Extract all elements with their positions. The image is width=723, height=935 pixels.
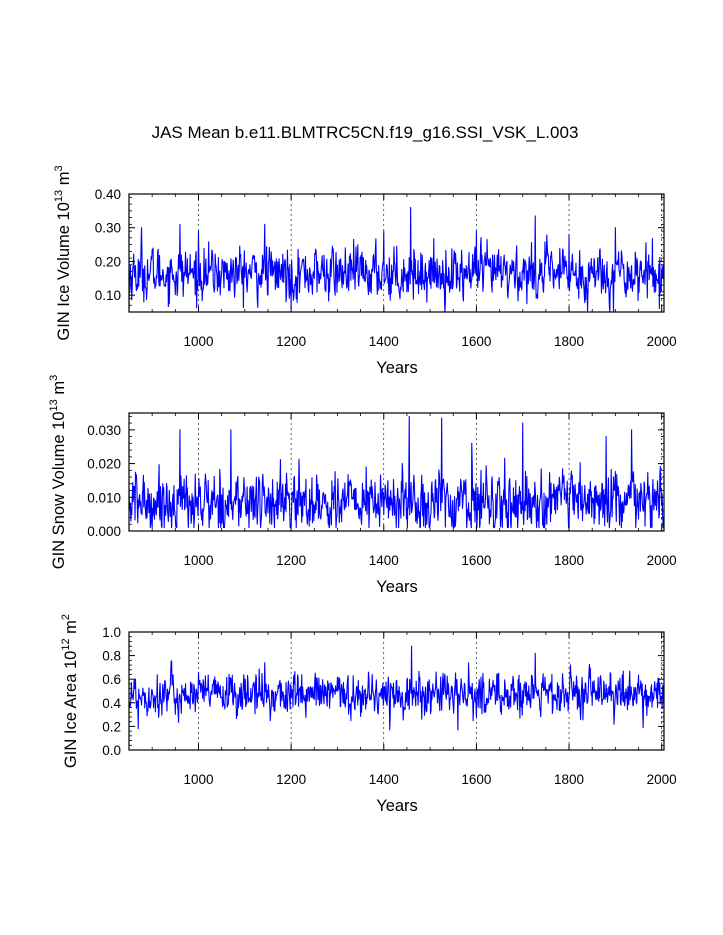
ice-volume-x-tick-label: 1200	[276, 334, 306, 349]
ice-volume-x-tick-label: 1000	[183, 334, 213, 349]
ice-area-plot-frame	[128, 631, 665, 751]
snow-volume-y-tick-label: 0.000	[87, 524, 121, 539]
ice-volume-y-tick-label: 0.20	[95, 254, 121, 269]
ice-area-x-tick-label: 1800	[554, 772, 584, 787]
snow-volume-series-line	[128, 415, 665, 529]
snow-volume-x-tick-label: 1800	[554, 553, 584, 568]
ice-area-y-tick-label: 1.0	[102, 625, 121, 640]
panel-ice-volume: 1000 1200 1400 1600 1800 2000 0.10 0.20 0.30 0.40…	[53, 165, 677, 377]
ice-volume-y-tick-label: 0.30	[95, 221, 121, 236]
ice-volume-xlabel: Years	[376, 359, 418, 377]
ice-area-x-tick-label: 2000	[647, 772, 677, 787]
ice-volume-series-line	[128, 206, 665, 313]
ice-area-y-tick-label: 0.6	[102, 672, 121, 687]
snow-volume-x-tick-label: 1400	[369, 553, 399, 568]
ice-area-x-tick-label: 1000	[183, 772, 213, 787]
snow-volume-x-tick-label: 1000	[183, 553, 213, 568]
ice-volume-y-tick-label: 0.40	[95, 187, 121, 202]
snow-volume-xlabel: Years	[376, 578, 418, 596]
snow-volume-y-tick-label: 0.020	[87, 457, 121, 472]
chart-title: JAS Mean b.e11.BLMTRC5CN.f19_g16.SSI_VSK…	[152, 123, 579, 142]
ice-volume-ylabel: GIN Ice Volume 1013 m3	[53, 165, 73, 340]
ice-area-ylabel: GIN Ice Area 1012 m2	[60, 614, 80, 768]
snow-volume-x-tick-label: 2000	[647, 553, 677, 568]
snow-volume-plot-frame	[128, 412, 665, 532]
ice-volume-plot-frame	[128, 193, 665, 313]
ice-area-y-tick-label: 0.8	[102, 649, 121, 664]
snow-volume-y-tick-label: 0.010	[87, 490, 121, 505]
ice-area-x-tick-label: 1400	[369, 772, 399, 787]
ice-area-x-tick-label: 1600	[461, 772, 491, 787]
ice-volume-x-tick-label: 2000	[647, 334, 677, 349]
ice-area-x-tick-label: 1200	[276, 772, 306, 787]
ice-area-y-tick-label: 0.0	[102, 743, 121, 758]
ice-area-y-tick-label: 0.4	[102, 696, 121, 711]
ice-volume-x-tick-label: 1600	[461, 334, 491, 349]
snow-volume-x-tick-label: 1200	[276, 553, 306, 568]
ice-area-series-line	[128, 645, 665, 731]
panel-snow-volume: 1000 1200 1400 1600 1800 2000 0.000 0.010 0.020 0…	[48, 375, 677, 596]
ice-area-y-tick-label: 0.2	[102, 719, 121, 734]
snow-volume-x-tick-label: 1600	[461, 553, 491, 568]
panel-ice-area: 1000 1200 1400 1600 1800 2000 0.0 0.2 0.4 0.6 0.8 1…	[60, 614, 677, 815]
ice-volume-x-tick-label: 1400	[369, 334, 399, 349]
ice-volume-y-tick-label: 0.10	[95, 288, 121, 303]
ice-area-xlabel: Years	[376, 797, 418, 815]
ice-volume-x-tick-label: 1800	[554, 334, 584, 349]
snow-volume-y-tick-label: 0.030	[87, 423, 121, 438]
snow-volume-ylabel: GIN Snow Volume 1013 m3	[48, 375, 68, 569]
